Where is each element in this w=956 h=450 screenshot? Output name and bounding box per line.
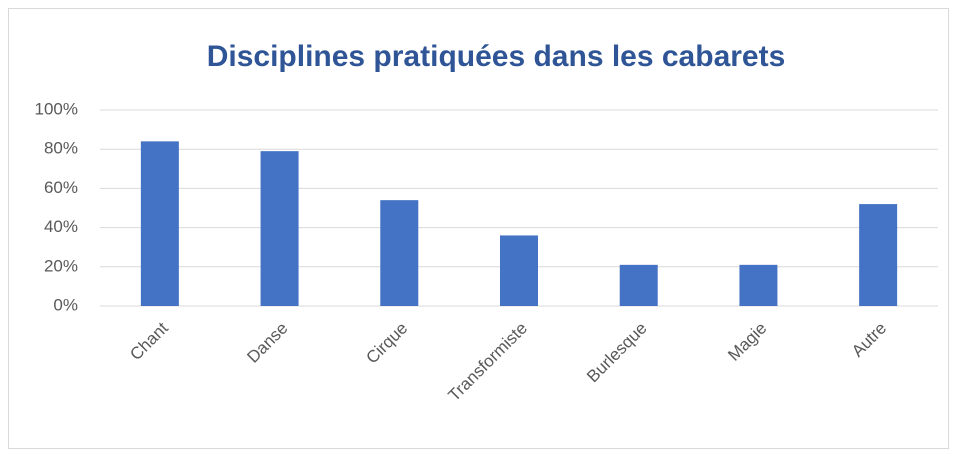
- chart-title: Disciplines pratiquées dans les cabarets: [207, 40, 786, 73]
- y-tick-label: 60%: [44, 178, 78, 197]
- y-tick-label: 40%: [44, 217, 78, 236]
- bar: [619, 264, 658, 306]
- bar: [500, 235, 538, 306]
- y-tick-label: 20%: [44, 256, 78, 275]
- bar: [140, 141, 179, 306]
- y-tick-label: 0%: [53, 295, 78, 314]
- y-tick-label: 100%: [35, 99, 78, 118]
- bar: [380, 200, 419, 306]
- bar: [739, 264, 778, 306]
- bar: [859, 204, 898, 306]
- y-tick-label: 80%: [44, 139, 78, 158]
- bar: [260, 151, 299, 306]
